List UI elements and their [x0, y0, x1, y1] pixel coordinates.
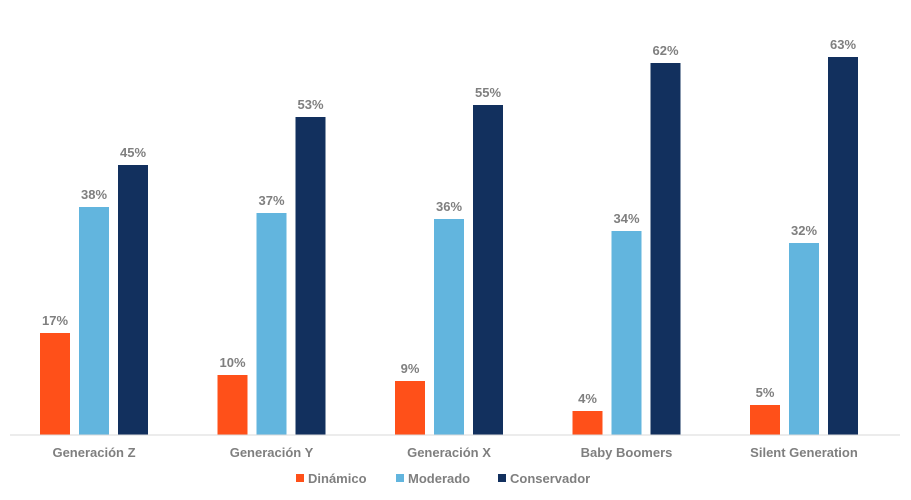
data-label: 37% [258, 193, 284, 208]
category-label: Generación Z [52, 445, 135, 460]
bar-dinámico-3 [572, 411, 603, 435]
data-labels-group: 17% 38% 45% 10% 37% 53% 9% 36% 55% 4% 34% 62% 5% 32% 6… [42, 37, 856, 406]
bar-dinámico-2 [395, 381, 425, 435]
bar-conservador-2 [473, 105, 503, 435]
data-label: 62% [652, 43, 678, 58]
category-label: Generación X [407, 445, 491, 460]
data-label: 17% [42, 313, 68, 328]
bar-moderado-0 [79, 207, 109, 435]
bar-conservador-3 [650, 63, 681, 435]
data-label: 38% [81, 187, 107, 202]
bar-moderado-4 [789, 243, 819, 435]
bar-moderado-2 [434, 219, 464, 435]
data-label: 63% [830, 37, 856, 52]
data-label: 45% [120, 145, 146, 160]
legend: Dinámico Moderado Conservador [296, 471, 590, 486]
category-label: Baby Boomers [581, 445, 673, 460]
legend-swatch-dinámico [296, 474, 304, 482]
data-label: 5% [756, 385, 775, 400]
data-label: 34% [613, 211, 639, 226]
data-label: 9% [401, 361, 420, 376]
legend-label: Moderado [408, 471, 470, 486]
category-label: Silent Generation [750, 445, 858, 460]
bar-moderado-1 [256, 213, 287, 435]
bar-conservador-1 [295, 117, 326, 435]
data-label: 32% [791, 223, 817, 238]
legend-label: Dinámico [308, 471, 367, 486]
legend-label: Conservador [510, 471, 590, 486]
category-labels-group: Generación Z Generación Y Generación X Baby… [52, 445, 857, 460]
data-label: 10% [219, 355, 245, 370]
bar-moderado-3 [611, 231, 642, 435]
bar-dinámico-4 [750, 405, 780, 435]
data-label: 55% [475, 85, 501, 100]
bar-dinámico-0 [40, 333, 70, 435]
data-label: 53% [297, 97, 323, 112]
bar-dinámico-1 [217, 375, 248, 435]
category-label: Generación Y [230, 445, 314, 460]
legend-swatch-moderado [396, 474, 404, 482]
bar-conservador-0 [118, 165, 148, 435]
legend-swatch-conservador [498, 474, 506, 482]
data-label: 4% [578, 391, 597, 406]
bars-group [40, 57, 858, 435]
bar-conservador-4 [828, 57, 858, 435]
data-label: 36% [436, 199, 462, 214]
